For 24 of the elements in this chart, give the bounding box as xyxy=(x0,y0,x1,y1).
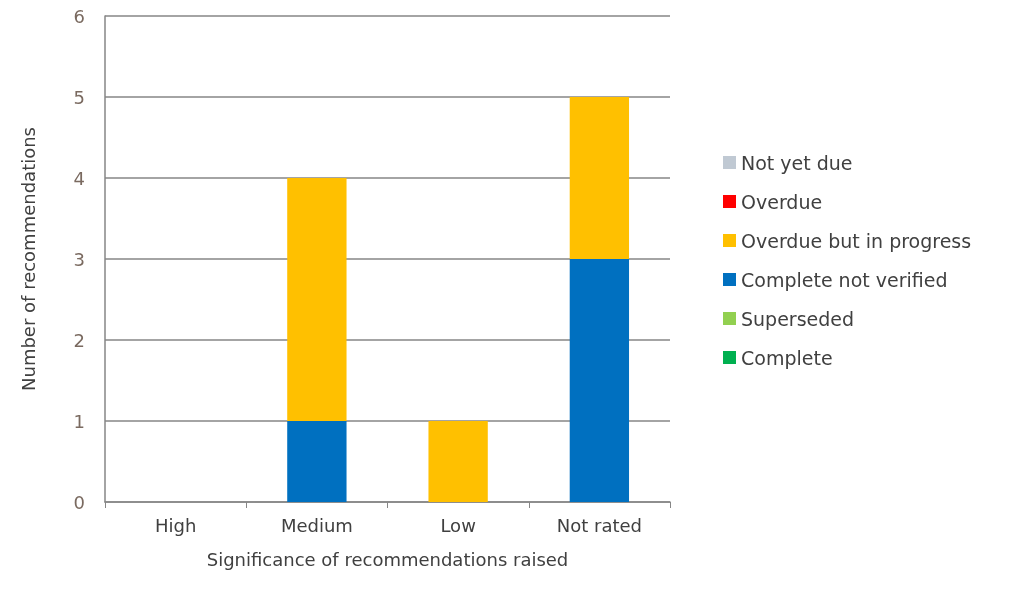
y-tick-label: 4 xyxy=(73,167,85,189)
legend-label: Superseded xyxy=(741,307,855,330)
bar xyxy=(569,97,630,259)
y-tick-label: 1 xyxy=(73,410,85,432)
x-axis-title: Significance of recommendations raised xyxy=(206,548,569,570)
y-tick-label: 2 xyxy=(73,329,85,351)
x-tick-label: Not rated xyxy=(556,514,642,536)
bar xyxy=(428,421,488,502)
legend-label: Complete not verified xyxy=(741,268,948,291)
x-tick-label: Low xyxy=(440,514,476,536)
y-tick-label: 6 xyxy=(73,5,85,27)
x-tick-label: Medium xyxy=(280,514,353,536)
y-tick-label: 0 xyxy=(73,491,85,513)
y-axis-title: Number of recommendations xyxy=(17,127,39,391)
y-tick-label: 3 xyxy=(73,248,85,270)
bar xyxy=(287,421,347,502)
legend-label: Complete xyxy=(741,346,833,369)
legend-label: Overdue xyxy=(741,190,823,213)
bar xyxy=(287,178,347,421)
y-tick-label: 5 xyxy=(73,86,85,108)
bar xyxy=(569,259,630,502)
legend-label: Overdue but in progress xyxy=(741,229,972,252)
x-tick-label: High xyxy=(154,514,197,536)
legend-label: Not yet due xyxy=(741,151,853,174)
